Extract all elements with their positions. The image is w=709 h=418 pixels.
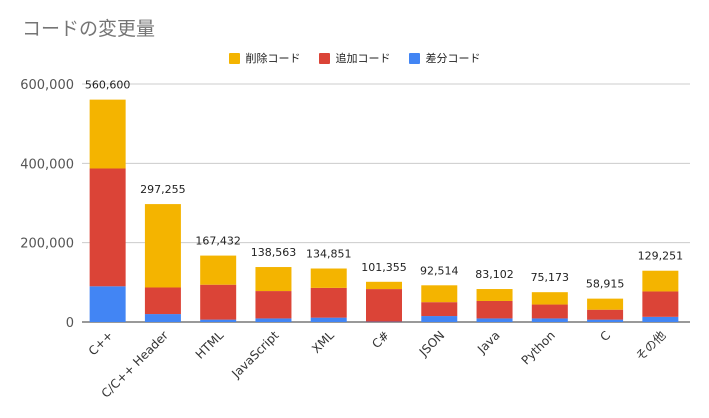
bar-segment [144,314,181,322]
bar-segment [642,270,679,292]
bar-segment [310,317,347,322]
bar-segment [476,300,513,319]
data-label-total: 129,251 [638,250,684,263]
bar-segment [200,255,237,285]
x-tick-label: C# [369,328,392,351]
data-label-total: 58,915 [586,278,625,291]
bar-segment [476,289,513,301]
data-label-total: 134,851 [306,248,352,261]
legend-label-added: 追加コード [335,52,391,65]
bar-segment [255,318,292,322]
data-label-total: 75,173 [531,271,570,284]
bar-segment [531,304,568,319]
bar-segment [366,281,402,290]
bar-segment [89,168,126,287]
data-label-total: 297,255 [140,183,186,196]
legend-label-deleted: 削除コード [245,52,301,65]
legend-swatch-diff [408,52,420,64]
bar-segment [421,302,458,317]
legend-item-deleted: 削除コード [228,50,301,66]
data-label-total: 167,432 [195,235,241,248]
x-tick-label: XML [309,328,337,356]
x-tick-label: JSON [416,328,448,360]
bar-segment [144,287,181,315]
legend-swatch-added [318,52,330,64]
legend-label-diff: 差分コード [425,52,481,65]
bar-segment [531,292,568,305]
y-tick-label: 200,000 [20,237,74,252]
legend-item-diff: 差分コード [408,50,481,66]
data-label-total: 92,514 [420,264,459,277]
data-label-total: 560,600 [85,79,131,92]
bar-segment [587,298,624,310]
data-label-total: 101,355 [361,261,407,274]
chart-title: コードの変更量 [22,18,156,40]
bar-segment [642,316,679,322]
legend-swatch-deleted [228,52,240,64]
y-tick-label: 600,000 [20,78,74,93]
bar-segment [366,289,402,322]
bar-segment [200,319,237,322]
bar-segment [531,318,568,322]
x-tick-label: その他 [633,328,668,363]
bar-segment [642,291,679,317]
bar-segment [200,284,237,320]
bar-segment [255,267,292,292]
bar-segment [587,309,624,320]
legend: 削除コード 追加コード 差分コード [0,50,709,66]
bar-segment [255,291,292,319]
bar-segment [421,285,458,303]
bar-segment [144,204,181,288]
legend-item-added: 追加コード [318,50,391,66]
x-tick-label: Java [474,328,503,357]
x-tick-label: JavaScript [228,328,281,381]
y-tick-label: 0 [66,316,74,331]
bar-segment [587,319,624,322]
bar-segment [476,318,513,322]
bar-segment [310,287,347,318]
x-tick-label: C [597,328,613,344]
data-label-total: 83,102 [475,268,514,281]
bar-segment [89,286,126,322]
data-label-total: 138,563 [251,246,297,259]
bar-segment [89,99,126,169]
x-tick-label: Python [519,328,558,367]
bar-segment [421,316,458,322]
bar-segment [310,268,347,288]
x-tick-label: C++ [86,328,116,358]
y-tick-label: 400,000 [20,157,74,172]
x-tick-label: HTML [193,328,227,362]
